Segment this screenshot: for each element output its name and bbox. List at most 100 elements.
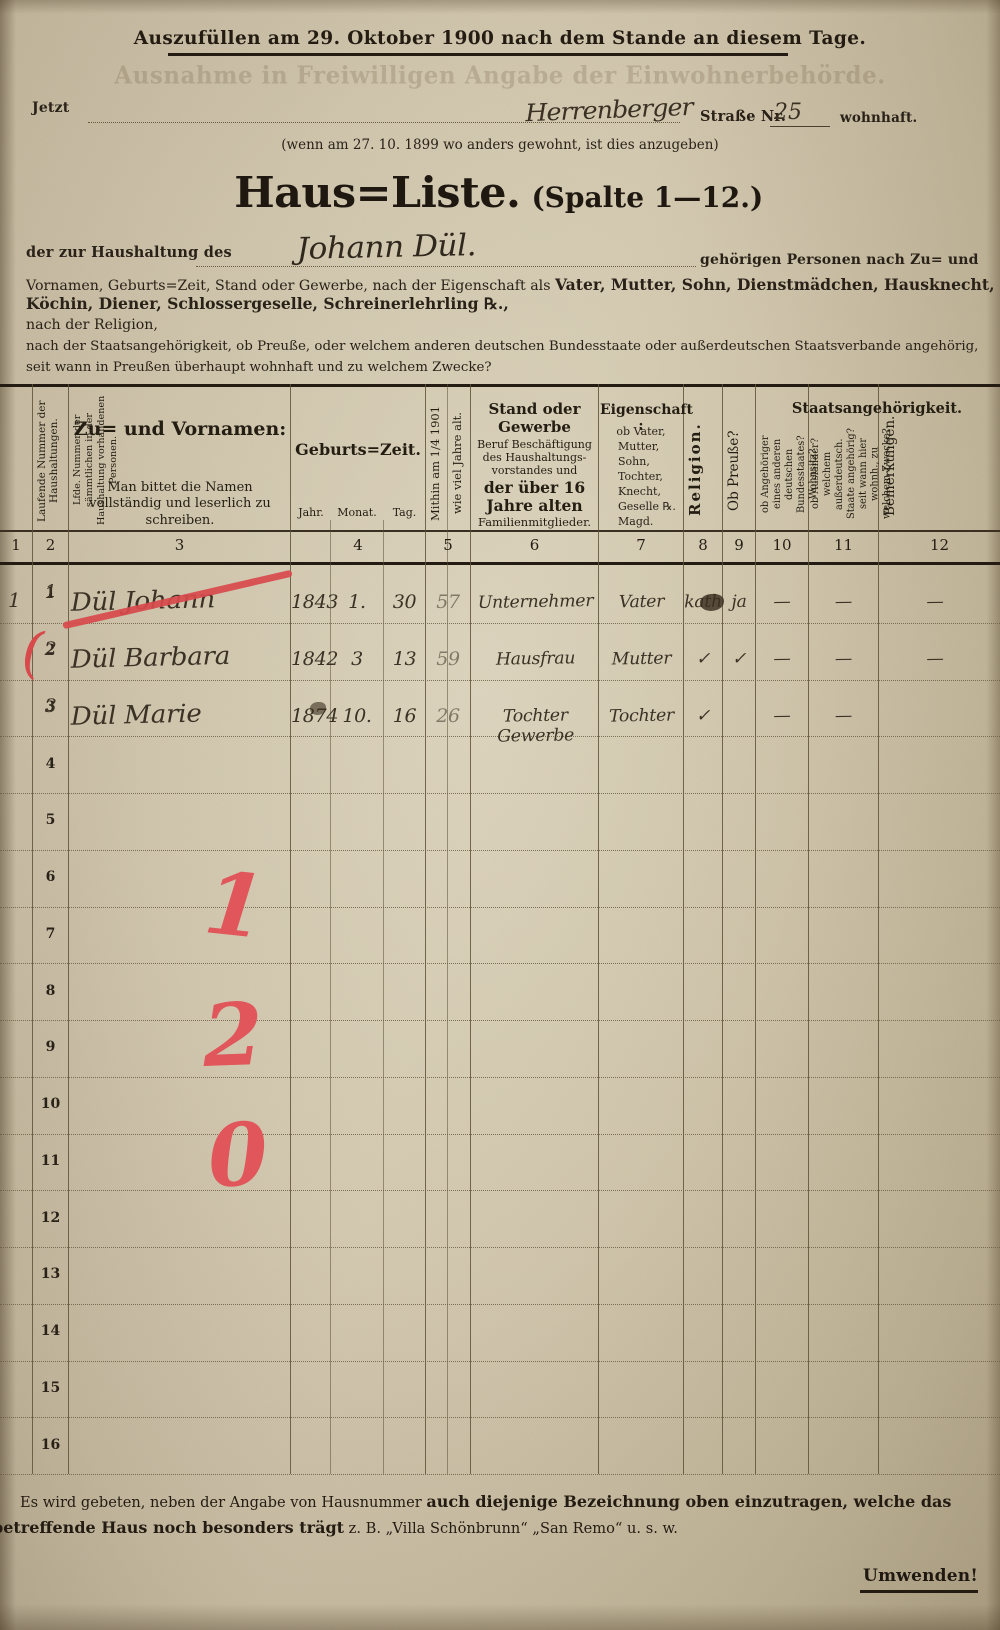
entry-ob-preusse: ✓	[731, 648, 747, 670]
header-col4-jahr: Jahr.	[298, 506, 324, 519]
header-col7-items: ob Vater, Mutter, Sohn, Tochter, Knecht, Gese…	[600, 424, 682, 529]
entry-alter: 59	[436, 647, 460, 670]
row-separator	[0, 1076, 1000, 1079]
row-number: 12	[40, 1209, 61, 1226]
row-number: 16	[40, 1436, 61, 1453]
colnum-5: 5	[443, 536, 453, 554]
col-divider-11	[878, 384, 879, 1474]
colnum-11: 11	[833, 536, 854, 554]
entry-gewerbe: Unternehmer	[477, 591, 594, 614]
page-title: Haus=Liste. (Spalte 1—12.)	[0, 168, 1000, 217]
entry-auslaender: —	[834, 592, 853, 613]
row-number: 3	[45, 698, 56, 715]
header-col4-tag: Tag.	[392, 506, 417, 519]
col-divider-4	[425, 384, 426, 1474]
colnum-10: 10	[772, 536, 792, 554]
previous-residence-note: (wenn am 27. 10. 1899 wo anders gewohnt,…	[281, 137, 719, 153]
entry-person-number: 3	[44, 694, 57, 717]
table-column-number-rule	[0, 562, 1000, 565]
house-list-table: Laufende Nummer der Haushaltungen. Lfde.…	[0, 384, 1000, 1476]
row-number: 10	[40, 1096, 61, 1113]
col-divider-10	[808, 384, 809, 1474]
col-divider-8	[722, 384, 723, 1474]
col-divider-2	[68, 384, 69, 1474]
header-col5-a: Mithin am 1/4 1901	[428, 405, 442, 521]
col-divider-jahr	[330, 520, 331, 1474]
household-fill-line	[196, 266, 696, 267]
row-number: 9	[45, 1039, 56, 1056]
row-separator	[0, 679, 1000, 682]
row-number: 15	[40, 1379, 61, 1396]
row-separator	[0, 1133, 1000, 1136]
table-header-rule	[0, 530, 1000, 532]
ink-blot	[700, 594, 724, 611]
header-col3-sub: Man bittet die Namen vollständig und les…	[89, 480, 271, 528]
page-title-columns: (Spalte 1—12.)	[531, 181, 764, 214]
red-annotation-0: 0	[204, 1103, 272, 1208]
row-number: 6	[45, 869, 56, 886]
entry-alter: 26	[436, 704, 460, 727]
entry-jahr: 1874	[291, 704, 339, 727]
header-col6-l3: Beruf Beschäftigung	[477, 438, 592, 451]
entry-alter: 57	[436, 591, 460, 614]
header-col4-title: Geburts=Zeit.	[295, 440, 421, 459]
red-annotation-2: 2	[201, 983, 265, 1088]
page-edge-shadow-top	[0, 0, 1000, 14]
colnum-3: 3	[174, 536, 185, 554]
header-col1: Laufende Nummer der Haushaltungen.	[36, 400, 60, 522]
entry-bemerkungen: —	[926, 592, 944, 613]
red-annotation-1: 1	[199, 852, 270, 959]
row-number: 13	[40, 1266, 61, 1283]
row-separator	[0, 1190, 1000, 1192]
instruction-line-5: seit wann in Preußen überhaupt wohnhaft …	[26, 360, 492, 375]
umwenden-label: Umwenden!	[863, 1566, 978, 1586]
entry-eigenschaft: Mutter	[611, 648, 672, 670]
entry-ob-preusse: ja	[731, 592, 747, 613]
entry-gewerbe: Tochter Gewerbe	[497, 705, 575, 747]
header-col5-b: wie viel Jahre alt.	[450, 412, 464, 514]
instruction-line-3: nach der Religion,	[26, 317, 158, 333]
colnum-9: 9	[734, 536, 744, 554]
table-top-rule	[0, 384, 1000, 387]
entry-auslaender: —	[834, 705, 853, 726]
col-divider-6	[598, 384, 599, 1474]
page-edge-shadow-right	[986, 0, 1000, 1630]
header-col9: Ob Preuße?	[726, 430, 742, 512]
row-number: 5	[45, 812, 56, 829]
row-separator	[0, 793, 1000, 795]
entry-bundesstaat: —	[773, 648, 791, 670]
header-col7-item: Tochter,	[618, 470, 663, 484]
entry-person-number: 1	[44, 581, 57, 604]
col-divider-3	[290, 384, 291, 1474]
header-col3-title: Zu= und Vornamen:	[73, 418, 287, 440]
entry-monat: 1.	[348, 591, 366, 614]
entry-name: Dül Barbara	[70, 640, 231, 674]
entry-jahr: 1842	[291, 647, 339, 670]
colnum-1: 1	[11, 536, 21, 554]
entry-bundesstaat: —	[773, 592, 791, 613]
umwenden-underline	[860, 1590, 978, 1593]
entry-name: Dül Marie	[70, 698, 202, 731]
page-edge-shadow-bottom	[0, 1604, 1000, 1630]
row-separator	[0, 849, 1000, 852]
entry-monat: 10.	[342, 704, 372, 727]
entry-monat: 3	[351, 647, 363, 670]
colnum-12: 12	[929, 536, 950, 554]
header-col4-monat: Monat.	[337, 506, 377, 519]
row-number: 2	[45, 642, 56, 659]
col-divider-5a	[447, 384, 448, 1474]
col-divider-1	[32, 384, 33, 1474]
entry-person-number: 2	[44, 637, 57, 660]
entry-tag: 13	[392, 647, 417, 670]
instruction-line-1: Vornamen, Geburts=Zeit, Stand oder Gewer…	[26, 275, 995, 294]
household-suffix-label: gehörigen Personen nach Zu= und	[700, 252, 979, 268]
entry-jahr: 1843	[291, 591, 339, 614]
header-col6-l7: Jahre alten	[486, 496, 583, 515]
footer-line-1: Es wird gebeten, neben der Angabe von Ha…	[20, 1492, 952, 1511]
entry-religion: ✓	[695, 705, 711, 726]
header-col7-item: Mutter,	[618, 440, 660, 454]
row-separator	[0, 1474, 1000, 1476]
row-separator	[0, 1417, 1000, 1419]
col-divider-5	[470, 384, 471, 1474]
entry-auslaender: —	[834, 648, 853, 670]
